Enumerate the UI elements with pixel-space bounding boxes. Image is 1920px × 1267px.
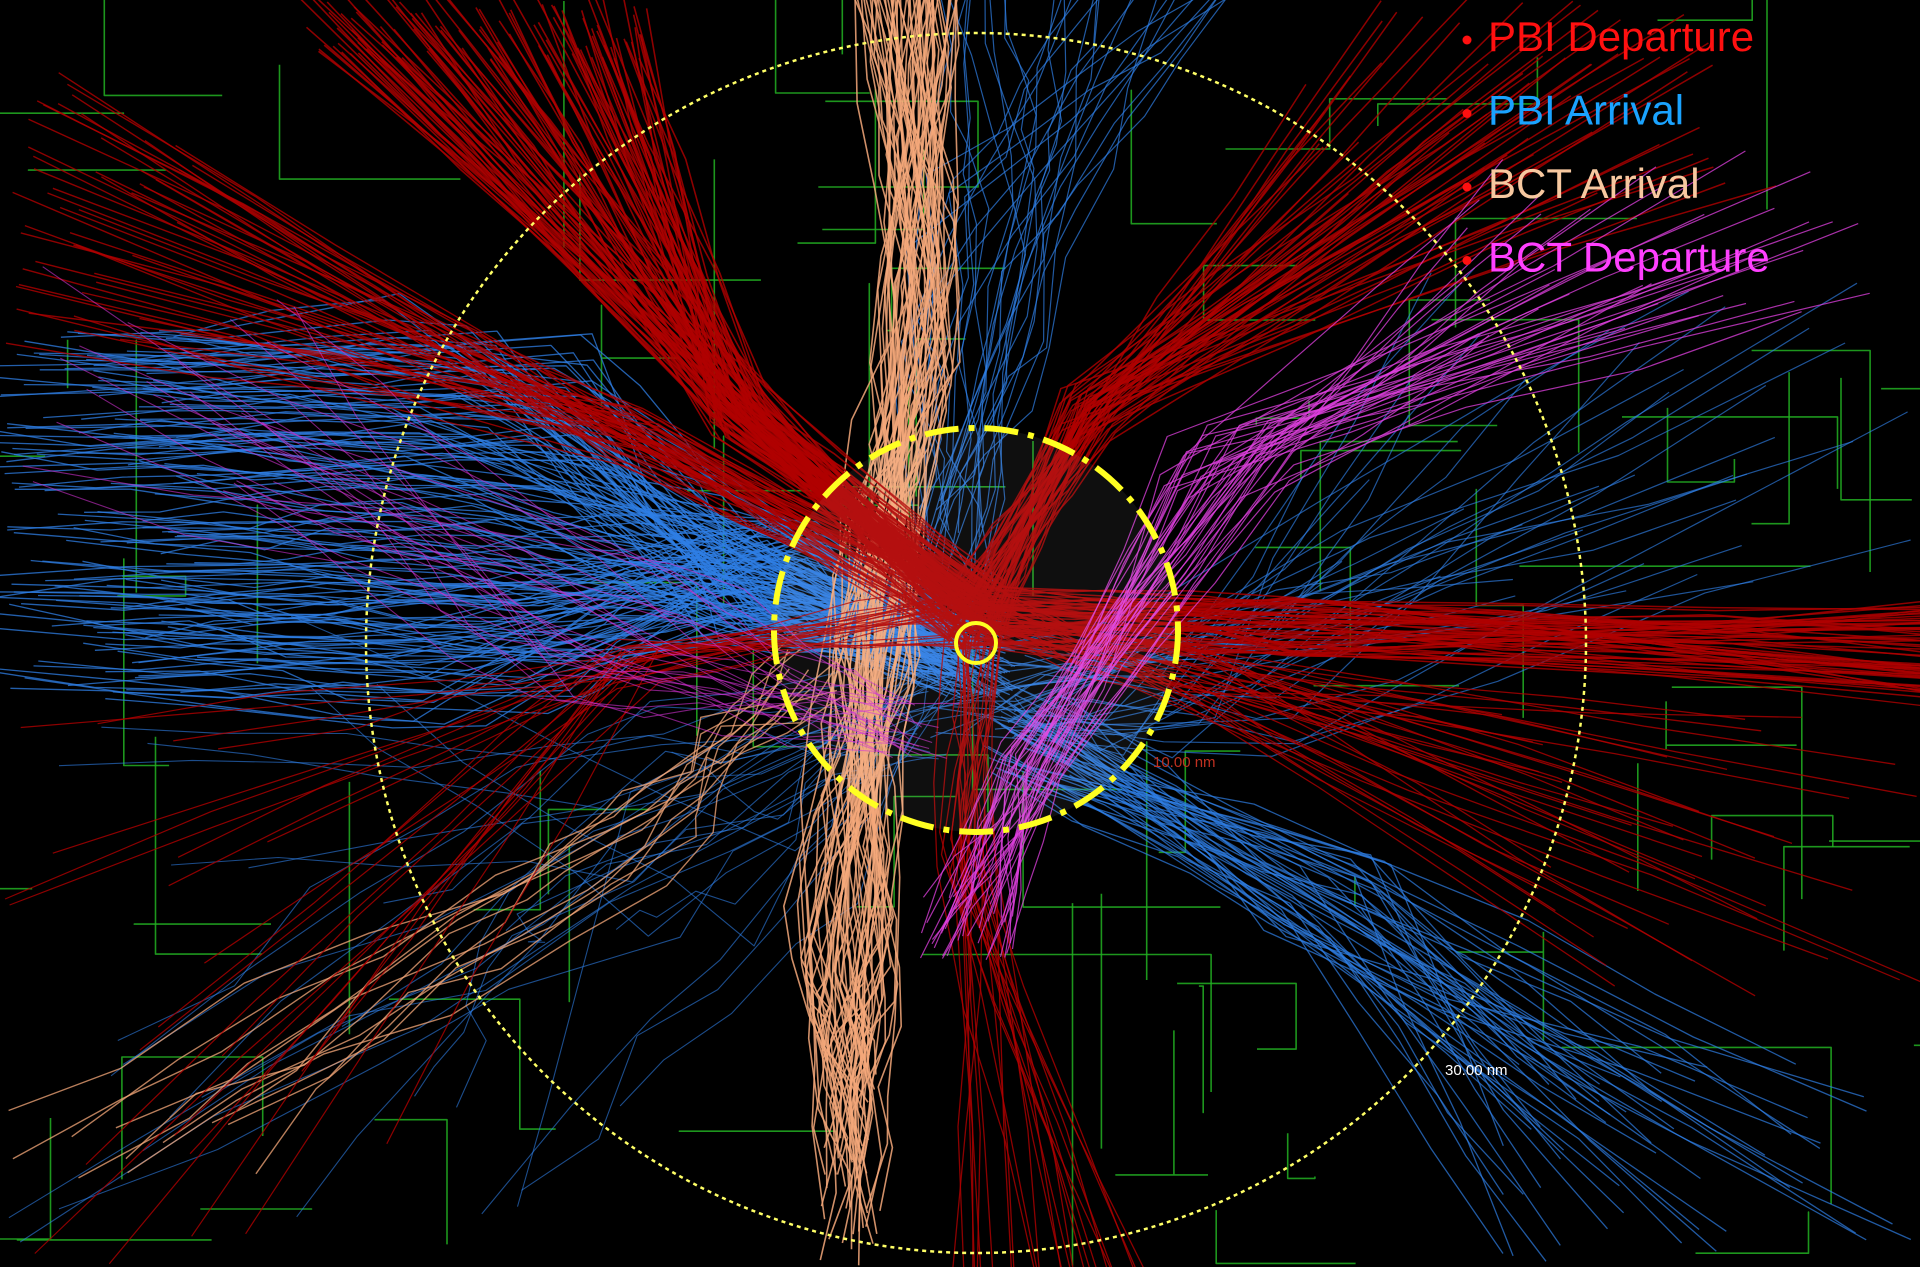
legend-label: PBI Arrival: [1488, 87, 1684, 134]
legend-bullet: [1463, 256, 1472, 265]
legend-bullet: [1463, 36, 1472, 45]
legend-label: PBI Departure: [1488, 13, 1754, 60]
legend-label: BCT Arrival: [1488, 160, 1700, 207]
inner-range-ring: [774, 428, 1178, 832]
page: {"legend": [ {"label": "PBI Departure", …: [0, 0, 1920, 1267]
ring-label: 30.00 nm: [1445, 1062, 1508, 1079]
legend-label: BCT Departure: [1488, 234, 1770, 281]
legend-bullet: [1463, 109, 1472, 118]
ring-label: 10.00 nm: [1153, 754, 1216, 771]
track-map: 10.00 nm 30.00 nm PBI Departure PBI Arriv…: [0, 0, 1920, 1267]
legend-bullet: [1463, 183, 1472, 192]
